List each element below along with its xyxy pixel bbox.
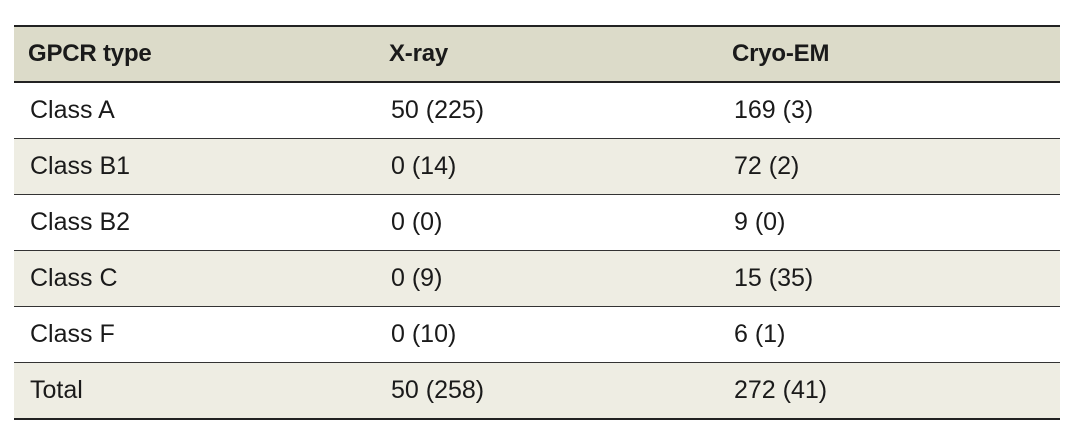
table-row: Class C 0 (9) 15 (35) bbox=[14, 250, 1060, 307]
table-body: Class A 50 (225) 169 (3) Class B1 0 (14)… bbox=[14, 82, 1060, 418]
cell-cryo-em: 15 (35) bbox=[718, 250, 1060, 307]
cell-cryo-em: 9 (0) bbox=[718, 194, 1060, 251]
table-row: Class F 0 (10) 6 (1) bbox=[14, 306, 1060, 363]
cell-x-ray: 0 (10) bbox=[375, 306, 718, 363]
cell-cryo-em: 272 (41) bbox=[734, 375, 828, 404]
cell-cryo-em: 169 (3) bbox=[718, 82, 1060, 139]
data-table: GPCR type X-ray Cryo-EM Class A 50 (225)… bbox=[14, 27, 1060, 418]
cell-gpcr-type: Class A bbox=[14, 82, 375, 139]
cell-gpcr-type: Class B2 bbox=[14, 194, 375, 251]
table-row: Class A 50 (225) 169 (3) bbox=[14, 82, 1060, 139]
cell-cryo-em: 72 (2) bbox=[718, 138, 1060, 195]
header-row: GPCR type X-ray Cryo-EM bbox=[14, 27, 1060, 83]
cell-x-ray: 0 (9) bbox=[375, 250, 718, 307]
gpcr-structure-table: GPCR type X-ray Cryo-EM Class A 50 (225)… bbox=[14, 25, 1060, 420]
header-gpcr-type: GPCR type bbox=[14, 27, 375, 83]
table-header: GPCR type X-ray Cryo-EM bbox=[14, 27, 1060, 83]
cell-x-ray: 0 (0) bbox=[375, 194, 718, 251]
cell-gpcr-type: Total bbox=[30, 375, 83, 404]
cell-gpcr-type: Class C bbox=[14, 250, 375, 307]
cell-gpcr-type: Class B1 bbox=[14, 138, 375, 195]
cell-x-ray: 50 (225) bbox=[375, 82, 718, 139]
cell-gpcr-type: Class F bbox=[14, 306, 375, 363]
cell-cryo-em: 6 (1) bbox=[718, 306, 1060, 363]
table-row: Class B2 0 (0) 9 (0) bbox=[14, 194, 1060, 251]
cell-x-ray: 50 (258) bbox=[391, 375, 485, 404]
table-row-total: Total 50 (258) 272 (41) bbox=[14, 362, 1060, 418]
header-cryo-em: Cryo-EM bbox=[718, 27, 1060, 83]
header-x-ray: X-ray bbox=[375, 27, 718, 83]
cell-x-ray: 0 (14) bbox=[375, 138, 718, 195]
table-row: Class B1 0 (14) 72 (2) bbox=[14, 138, 1060, 195]
